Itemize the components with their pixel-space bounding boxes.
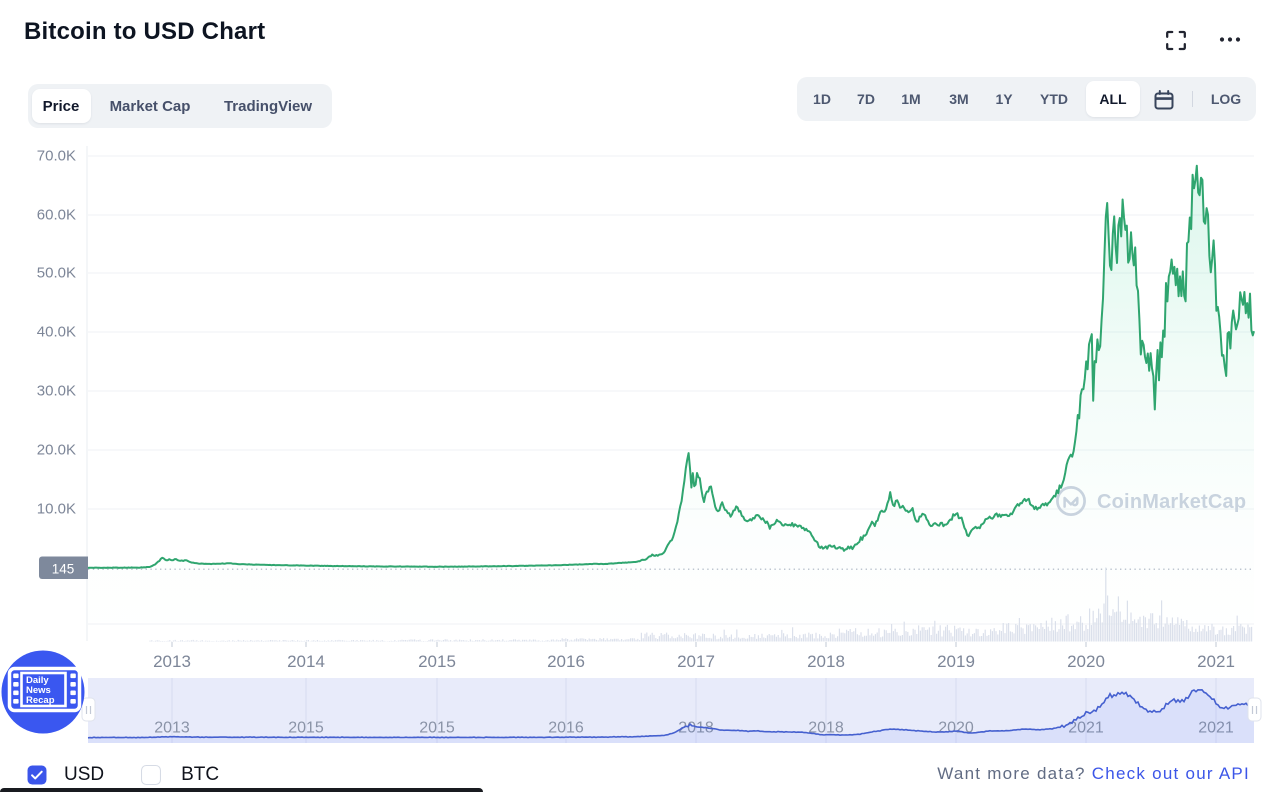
svg-text:20.0K: 20.0K xyxy=(37,442,76,459)
svg-text:2016: 2016 xyxy=(547,652,585,671)
svg-text:10.0K: 10.0K xyxy=(37,501,76,518)
svg-text:Recap: Recap xyxy=(26,695,55,706)
svg-text:2015: 2015 xyxy=(418,652,456,671)
svg-text:145: 145 xyxy=(52,562,75,577)
svg-text:2016: 2016 xyxy=(548,720,584,737)
svg-text:2014: 2014 xyxy=(287,652,325,671)
svg-text:2015: 2015 xyxy=(288,720,324,737)
svg-text:2018: 2018 xyxy=(807,652,845,671)
svg-text:2020: 2020 xyxy=(1067,652,1105,671)
svg-text:2018: 2018 xyxy=(678,720,714,737)
svg-text:2019: 2019 xyxy=(937,652,975,671)
svg-text:2015: 2015 xyxy=(419,720,455,737)
svg-text:70.0K: 70.0K xyxy=(37,148,76,165)
svg-text:40.0K: 40.0K xyxy=(37,324,76,341)
svg-text:2021: 2021 xyxy=(1197,652,1235,671)
svg-text:2018: 2018 xyxy=(808,720,844,737)
svg-text:2013: 2013 xyxy=(154,720,190,737)
svg-text:2021: 2021 xyxy=(1068,720,1104,737)
svg-text:2017: 2017 xyxy=(677,652,715,671)
svg-text:2021: 2021 xyxy=(1198,720,1234,737)
svg-text:News: News xyxy=(26,685,51,696)
svg-text:Daily: Daily xyxy=(26,675,49,686)
svg-text:2013: 2013 xyxy=(153,652,191,671)
svg-text:60.0K: 60.0K xyxy=(37,207,76,224)
svg-text:30.0K: 30.0K xyxy=(37,383,76,400)
svg-text:50.0K: 50.0K xyxy=(37,265,76,282)
